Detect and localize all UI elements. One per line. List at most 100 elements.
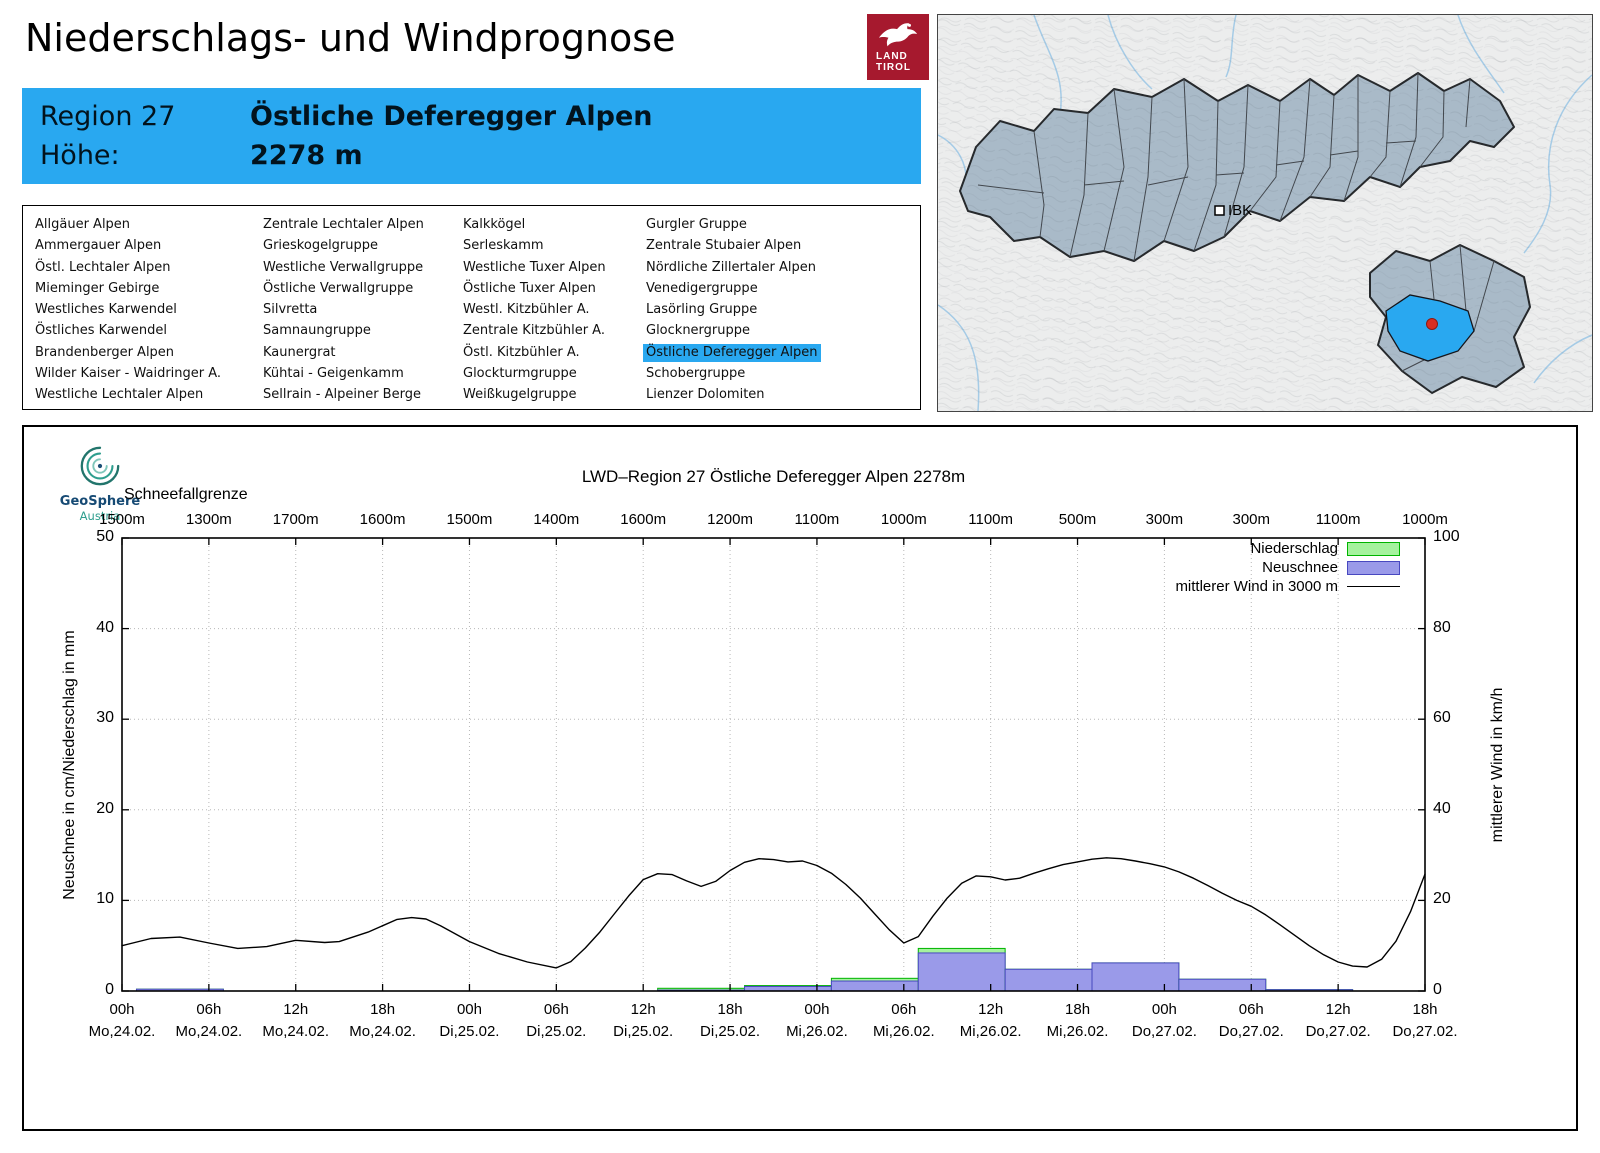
chart-title: LWD–Region 27 Östliche Deferegger Alpen … (581, 467, 966, 486)
region-list-item[interactable]: Östl. Kitzbühler A. (463, 344, 580, 360)
region-list-item[interactable]: Westliches Karwendel (35, 302, 177, 318)
region-list-item[interactable]: Westliche Tuxer Alpen (463, 259, 606, 275)
region-list-item[interactable]: Östliches Karwendel (35, 323, 167, 339)
region-list-item[interactable]: Kühtai - Geigenkamm (263, 366, 404, 382)
region-name: Östliche Deferegger Alpen (250, 101, 653, 132)
x-tick-date: Do,27.02. (1392, 1023, 1458, 1040)
snowline-value: 300m (1145, 511, 1184, 528)
x-tick-hour: 06h (1238, 1001, 1264, 1018)
region-list-item[interactable]: Wilder Kaiser - Waidringer A. (35, 366, 222, 382)
legend-label: Niederschlag (1250, 540, 1338, 557)
region-list-item[interactable]: Lasörling Gruppe (646, 302, 758, 318)
map-relief-overlay (938, 15, 1592, 411)
region-column: Gurgler Gruppe Zentrale Stubaier Alpen Nör… (643, 214, 920, 409)
region-list-item[interactable]: Glockturmgruppe (463, 366, 577, 382)
legend-item: mittlerer Wind in 3000 m (1175, 577, 1400, 596)
x-tick-hour: 12h (1325, 1001, 1351, 1018)
region-list-item[interactable]: Sellrain - Alpeiner Berge (263, 387, 421, 403)
snowline-value: 1700m (272, 511, 319, 528)
region-list-item[interactable]: Brandenberger Alpen (35, 344, 175, 360)
y-right-tick: 0 (1433, 981, 1442, 998)
x-tick-date: Mi,26.02. (786, 1023, 848, 1040)
region-column: Kalkkögel Serleskamm Westliche Tuxer Alpen… (463, 214, 646, 409)
x-tick-hour: 18h (717, 1001, 743, 1018)
x-tick-hour: 18h (1412, 1001, 1438, 1018)
x-tick-hour: 00h (804, 1001, 830, 1018)
region-list-item[interactable]: Östliche Verwallgruppe (263, 280, 414, 296)
legend-item: Niederschlag (1175, 539, 1400, 558)
region-list-item[interactable]: Westliche Verwallgruppe (263, 259, 424, 275)
x-tick-hour: 00h (456, 1001, 482, 1018)
land-tirol-logo: LAND TIROL (867, 14, 929, 80)
y-right-tick: 40 (1433, 799, 1451, 817)
region-list-item[interactable]: Östl. Lechtaler Alpen (35, 259, 171, 275)
region-list-item[interactable]: Zentrale Kitzbühler A. (463, 323, 605, 339)
region-list-item[interactable]: Glocknergruppe (646, 323, 751, 339)
x-tick-date: Mi,26.02. (959, 1023, 1022, 1040)
altitude-label: Höhe: (40, 140, 120, 171)
region-list: Allgäuer Alpen Ammergauer Alpen Östl. Lech… (22, 205, 921, 410)
y-left-tick: 10 (96, 890, 114, 908)
region-list-item[interactable]: Venedigergruppe (646, 280, 758, 296)
snowline-value: 500m (1058, 511, 1097, 528)
snowline-label: Schneefallgrenze (124, 486, 248, 503)
forecast-chart-panel: GeoSphere Austria LWD–Region 27 Östliche… (22, 425, 1578, 1131)
region-list-item[interactable]: Östliche Tuxer Alpen (463, 280, 596, 296)
tirol-map: IBK (937, 14, 1593, 412)
legend-swatch-icon (1347, 560, 1400, 575)
legend-label: mittlerer Wind in 3000 m (1175, 578, 1338, 595)
region-list-item[interactable]: Weißkugelgruppe (463, 387, 577, 403)
region-list-item[interactable]: Westl. Kitzbühler A. (463, 302, 590, 318)
tirol-eagle-icon (878, 23, 918, 47)
region-list-item[interactable]: Gurgler Gruppe (646, 217, 747, 232)
region-list-item[interactable]: Ammergauer Alpen (35, 238, 162, 254)
region-list-item[interactable]: Östliche Deferegger Alpen (643, 342, 920, 363)
region-list-item[interactable]: Lienzer Dolomiten (646, 387, 765, 403)
chart-legend: Niederschlag Neuschnee mittlerer Wind in 3… (1175, 539, 1400, 596)
region-list-item[interactable]: Serleskamm (463, 238, 544, 254)
geosphere-logo: GeoSphere Austria (50, 443, 150, 523)
x-tick-date: Do,27.02. (1305, 1023, 1371, 1040)
y-left-tick: 20 (96, 799, 114, 817)
region-list-item[interactable]: Mieminger Gebirge (35, 280, 160, 296)
snowline-value: 1000m (880, 511, 927, 528)
x-tick-date: Di,25.02. (700, 1023, 761, 1040)
region-list-item[interactable]: Silvretta (263, 302, 318, 318)
page-title: Niederschlags- und Windprognose (25, 16, 676, 60)
legend-label: Neuschnee (1262, 559, 1338, 576)
right-axis-label: mittlerer Wind in km/h (1489, 687, 1506, 843)
region-list-item[interactable]: Samnaungruppe (263, 323, 371, 339)
region-list-item[interactable]: Grieskogelgruppe (263, 238, 379, 254)
region-list-item[interactable]: Nördliche Zillertaler Alpen (646, 259, 817, 275)
region-list-item[interactable]: Zentrale Stubaier Alpen (646, 238, 802, 254)
region-number-label: Region 27 (40, 101, 176, 132)
region-list-item[interactable]: Allgäuer Alpen (35, 217, 131, 232)
x-tick-hour: 00h (1151, 1001, 1177, 1018)
x-tick-date: Di,25.02. (613, 1023, 674, 1040)
region-list-item[interactable]: Zentrale Lechtaler Alpen (263, 217, 424, 232)
snowline-value: 300m (1232, 511, 1271, 528)
region-list-item[interactable]: Westliche Lechtaler Alpen (35, 387, 204, 403)
snowline-value: 1600m (359, 511, 406, 528)
region-list-item[interactable]: Schobergruppe (646, 366, 746, 382)
y-right-tick: 20 (1433, 890, 1451, 908)
y-left-tick: 50 (96, 528, 114, 545)
x-tick-hour: 18h (370, 1001, 396, 1018)
altitude-value: 2278 m (250, 140, 363, 171)
snowline-value: 1000m (1402, 511, 1448, 528)
snowline-value: 1100m (968, 511, 1014, 528)
x-tick-date: Di,25.02. (439, 1023, 500, 1040)
region-list-item[interactable]: Kalkkögel (463, 217, 526, 232)
y-left-tick: 30 (96, 709, 114, 727)
legend-swatch-icon (1347, 541, 1400, 556)
x-tick-hour: 06h (196, 1001, 222, 1018)
x-tick-hour: 12h (283, 1001, 309, 1018)
snowline-value: 1600m (620, 511, 667, 528)
land-tirol-logo-text: LAND TIROL (876, 51, 911, 73)
region-list-item[interactable]: Kaunergrat (263, 344, 336, 360)
x-tick-hour: 18h (1065, 1001, 1091, 1018)
x-tick-hour: 12h (630, 1001, 656, 1018)
snowline-value: 1500m (99, 511, 145, 528)
legend-item: Neuschnee (1175, 558, 1400, 577)
